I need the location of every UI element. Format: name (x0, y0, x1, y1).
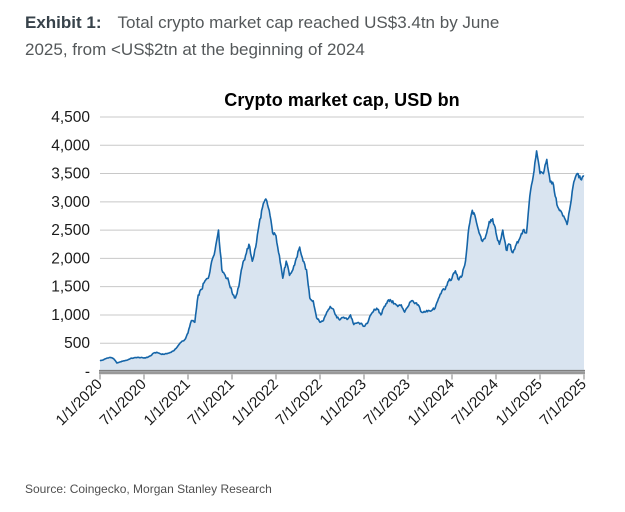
y-tick-label: 2,000 (51, 250, 90, 267)
y-tick-label: - (85, 364, 90, 381)
x-tick-label: 1/1/2023 (317, 376, 370, 429)
x-tick-label: 7/1/2021 (185, 376, 238, 429)
y-tick-label: 3,000 (51, 194, 90, 211)
y-tick-label: 1,500 (51, 279, 90, 296)
y-tick-label: 3,500 (51, 166, 90, 183)
exhibit-label: Exhibit 1: (25, 13, 102, 32)
x-tick-label: 7/1/2023 (361, 376, 414, 429)
y-tick-label: 4,500 (51, 109, 90, 126)
x-tick-label: 7/1/2020 (97, 376, 150, 429)
x-tick-label: 1/1/2022 (229, 376, 282, 429)
series-line (99, 150, 585, 364)
x-tick-label: 7/1/2024 (449, 376, 502, 429)
y-tick-label: 4,000 (51, 137, 90, 154)
x-tick-label: 7/1/2022 (273, 376, 326, 429)
chart-title: Crypto market cap, USD bn (224, 90, 460, 110)
caption-line-2: 2025, from <US$2tn at the beginning of 2… (25, 40, 365, 59)
y-tick-label: 1,000 (51, 307, 90, 324)
y-tick-label: 500 (64, 335, 90, 352)
x-tick-label: 1/1/2025 (493, 376, 546, 429)
x-tick-label: 1/1/2024 (405, 376, 458, 429)
y-tick-label: 2,500 (51, 222, 90, 239)
source-note: Source: Coingecko, Morgan Stanley Resear… (25, 482, 272, 496)
exhibit-caption: Exhibit 1: Total crypto market cap reache… (25, 9, 610, 63)
area-fill (100, 150, 584, 372)
caption-line-1: Total crypto market cap reached US$3.4tn… (117, 13, 500, 32)
x-tick-label: 7/1/2025 (537, 376, 590, 429)
x-tick-label: 1/1/2020 (53, 376, 106, 429)
x-tick-label: 1/1/2021 (141, 376, 194, 429)
